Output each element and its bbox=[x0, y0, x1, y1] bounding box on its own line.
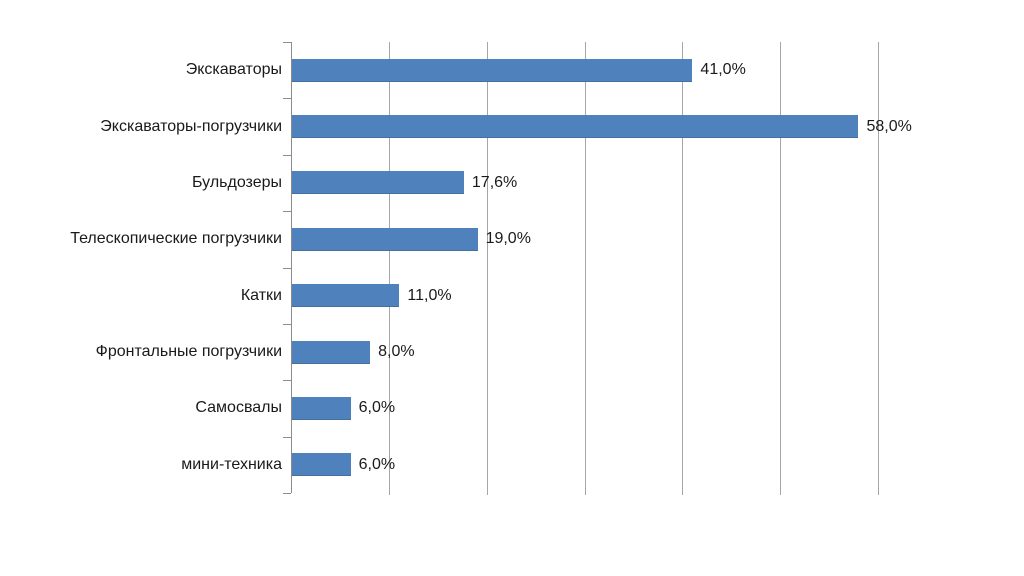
category-label: Телескопические погрузчики bbox=[70, 230, 282, 248]
value-label: 6,0% bbox=[358, 455, 396, 473]
bar bbox=[292, 171, 464, 195]
category-label: Экскаваторы bbox=[185, 61, 282, 79]
value-label: 17,6% bbox=[471, 173, 518, 191]
axis-tick bbox=[283, 154, 291, 156]
category-label: Катки bbox=[240, 286, 282, 304]
axis-tick bbox=[283, 267, 291, 269]
value-label: 11,0% bbox=[407, 286, 452, 304]
gridline bbox=[877, 42, 879, 495]
value-label: 8,0% bbox=[378, 343, 415, 361]
value-label: 58,0% bbox=[866, 117, 912, 135]
gridline bbox=[682, 42, 684, 495]
bar bbox=[292, 453, 351, 477]
category-label: Самосвалы bbox=[195, 399, 282, 417]
axis-tick bbox=[283, 98, 291, 100]
axis-tick bbox=[283, 436, 291, 438]
gridline bbox=[584, 42, 586, 495]
bar bbox=[292, 340, 371, 364]
bar bbox=[292, 396, 351, 420]
axis-tick bbox=[283, 42, 291, 43]
bar bbox=[292, 227, 478, 251]
bar bbox=[292, 115, 859, 139]
gridline bbox=[779, 42, 781, 495]
gridline bbox=[389, 42, 391, 495]
category-label: Фронтальные погрузчики bbox=[95, 343, 282, 361]
category-label: Экскаваторы-погрузчики bbox=[100, 117, 282, 135]
category-axis-line bbox=[291, 42, 292, 493]
value-label: 41,0% bbox=[700, 61, 746, 79]
gridline bbox=[486, 42, 488, 495]
bar bbox=[292, 58, 693, 82]
value-label: 19,0% bbox=[485, 230, 531, 248]
axis-tick bbox=[283, 323, 291, 325]
category-label: Бульдозеры bbox=[192, 173, 282, 191]
axis-tick bbox=[283, 211, 291, 213]
category-label: мини-техника bbox=[181, 455, 282, 473]
bar bbox=[292, 284, 400, 308]
value-label: 6,0% bbox=[358, 399, 396, 417]
axis-tick bbox=[283, 380, 291, 382]
axis-tick bbox=[283, 493, 291, 494]
